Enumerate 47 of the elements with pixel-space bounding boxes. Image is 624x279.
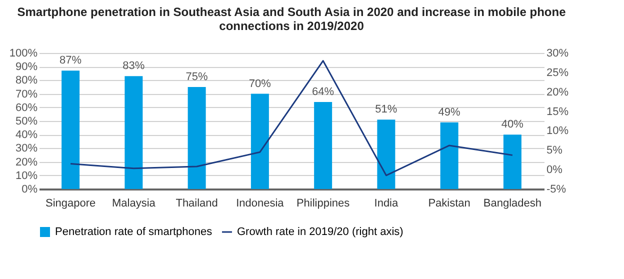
bar bbox=[440, 122, 458, 189]
data-label: 40% bbox=[501, 118, 524, 131]
data-label: 51% bbox=[375, 104, 398, 116]
bar bbox=[250, 94, 269, 189]
bar bbox=[124, 76, 143, 189]
data-label: 87% bbox=[60, 54, 82, 67]
y-tick-label: 50% bbox=[15, 116, 38, 128]
y-tick-label: 20% bbox=[15, 156, 38, 168]
y2-tick-label: 10% bbox=[546, 125, 569, 138]
x-tick-label: Bangladesh bbox=[483, 198, 542, 210]
x-tick-label: Pakistan bbox=[428, 198, 470, 210]
y-tick-label: 40% bbox=[15, 129, 38, 142]
y-tick-label: 0% bbox=[22, 184, 38, 196]
bar bbox=[314, 102, 332, 189]
bar bbox=[188, 87, 206, 189]
y2-tick-label: -5% bbox=[546, 184, 566, 196]
data-label: 49% bbox=[438, 106, 461, 118]
bar bbox=[62, 70, 80, 189]
y2-tick-label: 25% bbox=[546, 66, 569, 79]
y-tick-label: 60% bbox=[15, 102, 38, 114]
y-tick-label: 30% bbox=[15, 142, 38, 155]
data-label: 75% bbox=[186, 71, 208, 83]
y2-tick-label: 0% bbox=[546, 164, 563, 176]
text: Smartphone penetration in Southeast Asia and South Asia in 2020 and increase in mobile phone bbox=[17, 5, 566, 19]
y-tick-label: 80% bbox=[15, 74, 38, 87]
x-tick-label: India bbox=[374, 198, 399, 210]
x-tick-label: Malaysia bbox=[112, 198, 156, 210]
data-label: 70% bbox=[248, 78, 272, 90]
y2-tick-label: 15% bbox=[546, 106, 569, 118]
y-tick-label: 70% bbox=[15, 88, 38, 100]
y-tick-label: 90% bbox=[15, 61, 38, 74]
bar bbox=[377, 120, 396, 189]
y-tick-label: 100% bbox=[9, 48, 38, 60]
bar bbox=[503, 134, 522, 189]
text: connections in 2019/2020 bbox=[219, 19, 364, 33]
legend-label: Growth rate in 2019/20 (right axis) bbox=[237, 226, 404, 238]
y2-tick-label: 30% bbox=[546, 48, 569, 60]
x-tick-label: Philippines bbox=[296, 198, 350, 210]
legend-label: Penetration rate of smartphones bbox=[55, 226, 213, 238]
data-label: 64% bbox=[312, 86, 334, 98]
x-tick-label: Indonesia bbox=[236, 198, 285, 210]
y-tick-label: 10% bbox=[15, 170, 38, 182]
y2-tick-label: 5% bbox=[546, 144, 563, 157]
y2-tick-label: 20% bbox=[546, 86, 569, 98]
data-label: 83% bbox=[122, 60, 145, 72]
x-tick-label: Thailand bbox=[176, 198, 218, 210]
x-tick-label: Singapore bbox=[45, 198, 96, 210]
